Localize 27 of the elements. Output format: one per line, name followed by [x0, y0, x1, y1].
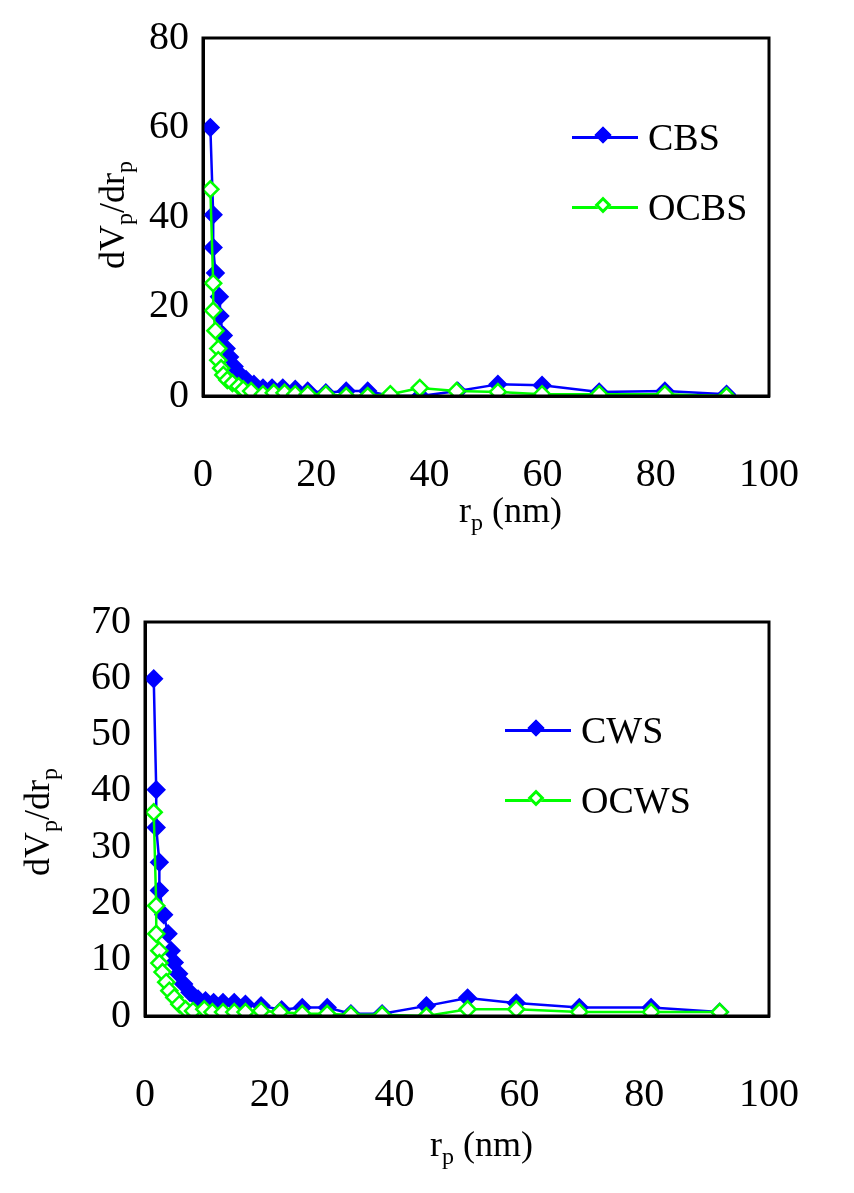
y-tick-label: 40 — [91, 765, 131, 811]
legend-label: CBS — [648, 115, 720, 159]
x-tick-label: 100 — [739, 449, 799, 495]
x-axis-title: r$_{p}$ (nm) — [430, 1124, 533, 1170]
x-tick-label: 100 — [739, 1069, 799, 1115]
legend-label: CWS — [581, 708, 664, 752]
y-tick-label: 0 — [169, 370, 189, 416]
y-tick-label: 20 — [91, 877, 131, 923]
x-tick-label: 20 — [296, 449, 337, 495]
x-tick-label: 40 — [374, 1069, 415, 1115]
y-tick-label: 50 — [91, 709, 131, 755]
y-tick-label: 30 — [91, 821, 131, 867]
x-tick-label: 80 — [624, 1069, 665, 1115]
y-tick-label: 10 — [91, 934, 131, 980]
legend-label: OCWS — [581, 778, 691, 822]
y-tick-label: 70 — [91, 596, 131, 642]
x-tick-label: 40 — [409, 449, 450, 495]
x-tick-label: 20 — [249, 1069, 290, 1115]
x-tick-label: 60 — [499, 1069, 540, 1115]
y-tick-label: 40 — [149, 191, 189, 237]
x-tick-label: 80 — [635, 449, 676, 495]
y-tick-label: 60 — [91, 652, 131, 698]
y-tick-label: 60 — [149, 102, 189, 147]
y-tick-label: 20 — [149, 281, 189, 326]
legend-label: OCBS — [648, 185, 748, 229]
y-tick-label: 0 — [111, 990, 131, 1036]
y-tick-label: 80 — [149, 12, 189, 58]
